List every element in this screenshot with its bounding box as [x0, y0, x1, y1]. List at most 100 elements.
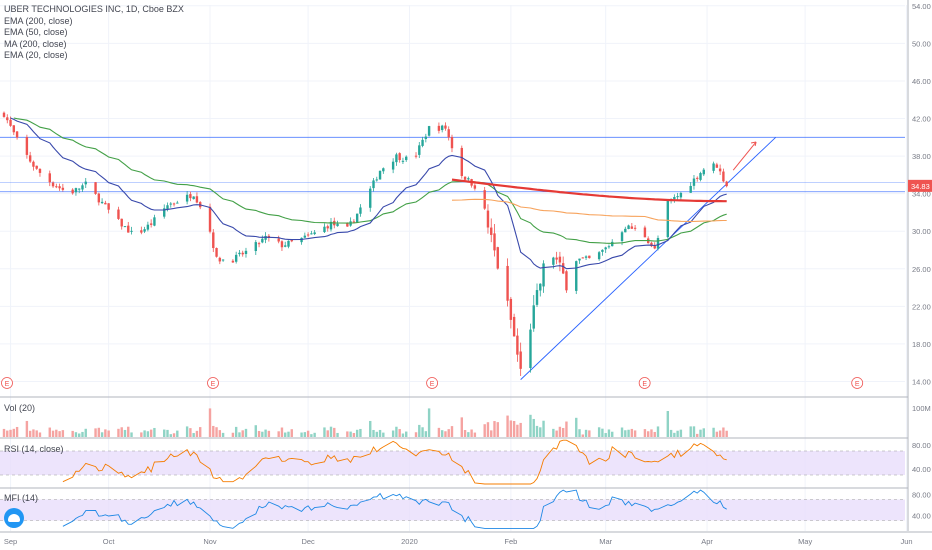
candle-body	[532, 305, 535, 329]
volume-bar	[195, 430, 199, 437]
candle-body	[287, 240, 290, 247]
volume-pane[interactable]	[0, 396, 908, 437]
volume-bar	[653, 431, 656, 437]
candle-body	[163, 208, 166, 217]
candle-body	[359, 207, 362, 214]
volume-bar	[447, 429, 450, 437]
candle-body	[369, 188, 372, 208]
candle-body	[192, 196, 195, 200]
candle-body	[123, 226, 127, 228]
volume-bar	[722, 427, 725, 437]
earnings-marker-icon	[207, 377, 219, 389]
rsi-pane[interactable]	[0, 437, 908, 485]
candle-body	[189, 194, 192, 199]
volume-bar	[189, 428, 192, 437]
volume-bar	[369, 420, 372, 437]
volume-bar	[32, 429, 35, 437]
volume-bar	[130, 432, 133, 437]
legend-ema200[interactable]: EMA (200, close)	[4, 15, 73, 26]
candle-body	[212, 232, 215, 249]
candle-body	[506, 265, 509, 301]
volume-bar	[97, 427, 101, 437]
candle-body	[74, 188, 78, 193]
volume-bar	[378, 429, 382, 437]
volume-bar	[575, 417, 578, 437]
candle-body	[620, 232, 624, 242]
candle-body	[12, 125, 16, 133]
volume-bar	[401, 433, 405, 437]
candle-body	[666, 200, 670, 238]
volume-bar	[163, 429, 166, 437]
ema200-line	[451, 178, 727, 203]
candle-body	[352, 221, 356, 223]
symbol-title[interactable]: UBER TECHNOLOGIES INC, 1D, Cboe BZX	[4, 4, 184, 14]
volume-bar	[333, 427, 336, 437]
volume-bar	[473, 432, 477, 437]
candle-body	[195, 196, 199, 203]
volume-bar	[692, 426, 696, 437]
volume-bar	[153, 427, 156, 437]
volume-bar	[264, 429, 267, 437]
time-tick-label: Mar	[599, 537, 612, 546]
candle-body	[32, 161, 35, 167]
mfi-pane[interactable]	[0, 487, 908, 529]
candle-body	[185, 194, 189, 202]
candle-body	[117, 209, 120, 219]
earnings-marker-label: E	[642, 381, 647, 388]
volume-bar	[9, 429, 12, 437]
candle-body	[539, 283, 542, 291]
volume-bar	[398, 429, 401, 437]
legend-ema20[interactable]: EMA (20, close)	[4, 50, 68, 61]
volume-bar	[519, 422, 522, 437]
volume-bar	[620, 427, 624, 437]
candle-body	[120, 218, 123, 227]
candle-body	[401, 160, 405, 162]
candle-body	[153, 217, 156, 226]
candle-body	[679, 192, 683, 198]
candle-body	[519, 351, 522, 369]
volume-bar	[512, 420, 516, 437]
volume-bar	[28, 430, 32, 437]
candle-body	[303, 235, 307, 238]
legend-ma200[interactable]: MA (200, close)	[4, 38, 67, 49]
time-tick-label: May	[798, 537, 812, 546]
candle-body	[2, 112, 6, 117]
mfi-pane-label[interactable]: MFI (14)	[4, 493, 39, 503]
candle-body	[254, 242, 257, 252]
candle-body	[55, 186, 58, 188]
candle-body	[61, 187, 65, 190]
volume-bar	[372, 429, 375, 437]
volume-bar	[277, 431, 280, 437]
candle-body	[221, 259, 225, 261]
candle-body	[535, 290, 539, 305]
volume-bar	[391, 430, 395, 437]
candle-body	[378, 170, 382, 180]
legend-ema50[interactable]: EMA (50, close)	[4, 27, 68, 38]
candle-body	[395, 154, 398, 163]
candle-body	[575, 261, 578, 291]
volume-pane-label[interactable]: Vol (20)	[4, 403, 36, 413]
volume-bar	[604, 433, 607, 437]
candle-body	[650, 242, 653, 247]
candle-body	[355, 213, 359, 223]
price-tick-label: 46.00	[912, 77, 931, 86]
volume-bar	[395, 426, 398, 437]
candle-body	[699, 173, 702, 180]
volume-bar	[71, 430, 74, 437]
candle-body	[176, 202, 179, 204]
rsi-pane-label[interactable]: RSI (14, close)	[4, 444, 64, 454]
volume-bar	[185, 426, 189, 437]
volume-bar	[558, 426, 562, 437]
earnings-marker-icon	[638, 377, 651, 389]
earnings-marker-icon	[1, 377, 13, 389]
candle-body	[565, 271, 568, 291]
candle-body	[601, 249, 604, 252]
candle-body	[552, 257, 555, 265]
candle-body	[630, 226, 634, 229]
candle-body	[25, 137, 29, 155]
volume-bar	[323, 427, 326, 437]
earnings-marker-label: E	[211, 381, 216, 388]
candle-body	[326, 226, 329, 229]
